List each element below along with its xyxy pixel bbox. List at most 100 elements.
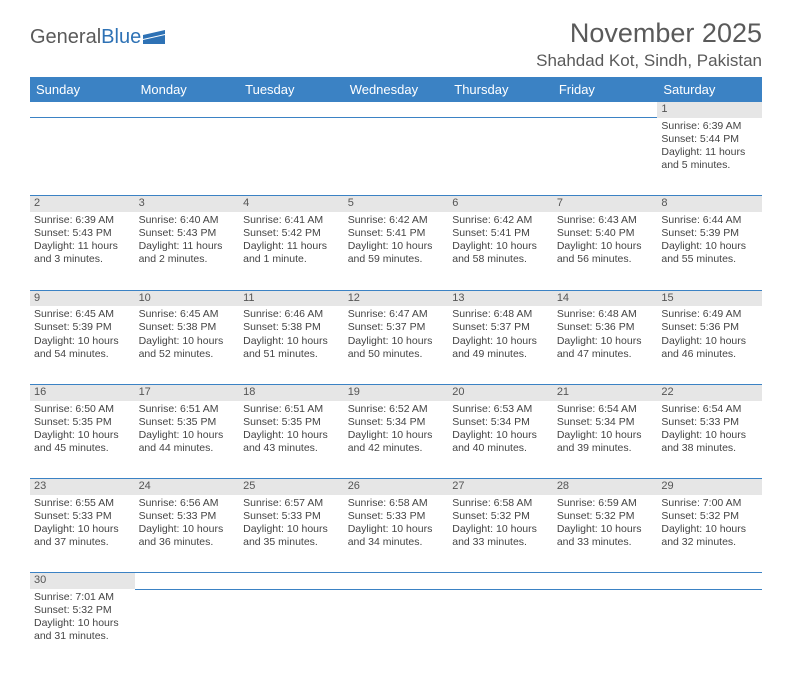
sunset-text: Sunset: 5:33 PM bbox=[661, 416, 758, 429]
daylight-text: Daylight: 10 hours bbox=[139, 335, 236, 348]
sunset-text: Sunset: 5:35 PM bbox=[243, 416, 340, 429]
daylight-text: and 55 minutes. bbox=[661, 253, 758, 266]
daylight-text: Daylight: 10 hours bbox=[348, 523, 445, 536]
daylight-text: Daylight: 10 hours bbox=[452, 523, 549, 536]
daylight-text: Daylight: 10 hours bbox=[557, 240, 654, 253]
day-cell: Sunrise: 6:40 AMSunset: 5:43 PMDaylight:… bbox=[135, 212, 240, 290]
daylight-text: and 31 minutes. bbox=[34, 630, 131, 643]
daylight-text: Daylight: 10 hours bbox=[452, 240, 549, 253]
sunrise-text: Sunrise: 6:52 AM bbox=[348, 403, 445, 416]
sunrise-text: Sunrise: 6:55 AM bbox=[34, 497, 131, 510]
daylight-text: Daylight: 10 hours bbox=[557, 429, 654, 442]
sunset-text: Sunset: 5:32 PM bbox=[452, 510, 549, 523]
header: GeneralBlue November 2025 Shahdad Kot, S… bbox=[30, 18, 762, 71]
day-number bbox=[657, 573, 762, 589]
daylight-text: and 35 minutes. bbox=[243, 536, 340, 549]
day-cell: Sunrise: 6:42 AMSunset: 5:41 PMDaylight:… bbox=[344, 212, 449, 290]
day-number: 3 bbox=[135, 196, 240, 212]
sunrise-text: Sunrise: 6:46 AM bbox=[243, 308, 340, 321]
daylight-text: Daylight: 10 hours bbox=[348, 240, 445, 253]
sunset-text: Sunset: 5:37 PM bbox=[452, 321, 549, 334]
day-cell: Sunrise: 6:41 AMSunset: 5:42 PMDaylight:… bbox=[239, 212, 344, 290]
sunset-text: Sunset: 5:39 PM bbox=[661, 227, 758, 240]
sunset-text: Sunset: 5:43 PM bbox=[34, 227, 131, 240]
sunset-text: Sunset: 5:34 PM bbox=[557, 416, 654, 429]
day-cell: Sunrise: 6:47 AMSunset: 5:37 PMDaylight:… bbox=[344, 306, 449, 384]
daylight-text: and 33 minutes. bbox=[452, 536, 549, 549]
sunset-text: Sunset: 5:39 PM bbox=[34, 321, 131, 334]
sunset-text: Sunset: 5:33 PM bbox=[139, 510, 236, 523]
day-cell bbox=[344, 589, 449, 667]
sunset-text: Sunset: 5:35 PM bbox=[139, 416, 236, 429]
day-number: 13 bbox=[448, 290, 553, 306]
sunset-text: Sunset: 5:41 PM bbox=[348, 227, 445, 240]
daylight-text: Daylight: 10 hours bbox=[139, 523, 236, 536]
daylight-text: Daylight: 10 hours bbox=[661, 523, 758, 536]
day-number: 8 bbox=[657, 196, 762, 212]
week-row: Sunrise: 6:45 AMSunset: 5:39 PM Daylight:… bbox=[30, 306, 762, 384]
day-number bbox=[135, 102, 240, 118]
sunset-text: Sunset: 5:36 PM bbox=[661, 321, 758, 334]
sunset-text: Sunset: 5:41 PM bbox=[452, 227, 549, 240]
sunset-text: Sunset: 5:44 PM bbox=[661, 133, 758, 146]
sunrise-text: Sunrise: 6:51 AM bbox=[139, 403, 236, 416]
daylight-text: Daylight: 10 hours bbox=[243, 429, 340, 442]
daylight-text: and 46 minutes. bbox=[661, 348, 758, 361]
day-cell: Sunrise: 6:51 AMSunset: 5:35 PMDaylight:… bbox=[135, 401, 240, 479]
day-cell: Sunrise: 6:53 AMSunset: 5:34 PMDaylight:… bbox=[448, 401, 553, 479]
day-number: 21 bbox=[553, 384, 658, 400]
sunrise-text: Sunrise: 6:40 AM bbox=[139, 214, 236, 227]
day-number: 23 bbox=[30, 479, 135, 495]
sunrise-text: Sunrise: 6:42 AM bbox=[452, 214, 549, 227]
daynum-row: 23242526272829 bbox=[30, 479, 762, 495]
day-cell: Sunrise: 6:49 AMSunset: 5:36 PMDaylight:… bbox=[657, 306, 762, 384]
daylight-text: and 34 minutes. bbox=[348, 536, 445, 549]
sunrise-text: Sunrise: 6:45 AM bbox=[34, 308, 131, 321]
day-cell bbox=[135, 118, 240, 196]
sunset-text: Sunset: 5:34 PM bbox=[452, 416, 549, 429]
daylight-text: and 49 minutes. bbox=[452, 348, 549, 361]
daylight-text: and 2 minutes. bbox=[139, 253, 236, 266]
sunset-text: Sunset: 5:36 PM bbox=[557, 321, 654, 334]
daylight-text: and 44 minutes. bbox=[139, 442, 236, 455]
daylight-text: and 56 minutes. bbox=[557, 253, 654, 266]
day-number: 7 bbox=[553, 196, 658, 212]
day-number: 10 bbox=[135, 290, 240, 306]
sunrise-text: Sunrise: 6:39 AM bbox=[34, 214, 131, 227]
weekday-header: Sunday bbox=[30, 77, 135, 102]
day-number bbox=[448, 573, 553, 589]
sunset-text: Sunset: 5:33 PM bbox=[34, 510, 131, 523]
day-cell: Sunrise: 6:57 AMSunset: 5:33 PMDaylight:… bbox=[239, 495, 344, 573]
daylight-text: and 40 minutes. bbox=[452, 442, 549, 455]
day-cell bbox=[239, 589, 344, 667]
sunset-text: Sunset: 5:32 PM bbox=[557, 510, 654, 523]
day-number: 24 bbox=[135, 479, 240, 495]
day-cell bbox=[239, 118, 344, 196]
day-number bbox=[553, 573, 658, 589]
week-row: Sunrise: 7:01 AMSunset: 5:32 PMDaylight:… bbox=[30, 589, 762, 667]
day-number bbox=[239, 102, 344, 118]
sunrise-text: Sunrise: 6:54 AM bbox=[557, 403, 654, 416]
day-cell: Sunrise: 6:58 AMSunset: 5:32 PMDaylight:… bbox=[448, 495, 553, 573]
sunrise-text: Sunrise: 6:44 AM bbox=[661, 214, 758, 227]
daylight-text: and 36 minutes. bbox=[139, 536, 236, 549]
week-row: Sunrise: 6:39 AMSunset: 5:43 PMDaylight:… bbox=[30, 212, 762, 290]
sunrise-text: Sunrise: 6:56 AM bbox=[139, 497, 236, 510]
daylight-text: and 1 minute. bbox=[243, 253, 340, 266]
daylight-text: and 54 minutes. bbox=[34, 348, 131, 361]
daylight-text: and 42 minutes. bbox=[348, 442, 445, 455]
day-cell bbox=[344, 118, 449, 196]
daylight-text: and 50 minutes. bbox=[348, 348, 445, 361]
day-number: 16 bbox=[30, 384, 135, 400]
sunset-text: Sunset: 5:43 PM bbox=[139, 227, 236, 240]
daylight-text: Daylight: 10 hours bbox=[452, 335, 549, 348]
sunrise-text: Sunrise: 6:58 AM bbox=[348, 497, 445, 510]
daylight-text: Daylight: 10 hours bbox=[661, 335, 758, 348]
daylight-text: and 37 minutes. bbox=[34, 536, 131, 549]
day-number: 19 bbox=[344, 384, 449, 400]
daylight-text: and 38 minutes. bbox=[661, 442, 758, 455]
day-cell: Sunrise: 6:45 AMSunset: 5:38 PMDaylight:… bbox=[135, 306, 240, 384]
daynum-row: 2345678 bbox=[30, 196, 762, 212]
daylight-text: and 33 minutes. bbox=[557, 536, 654, 549]
day-number bbox=[30, 102, 135, 118]
